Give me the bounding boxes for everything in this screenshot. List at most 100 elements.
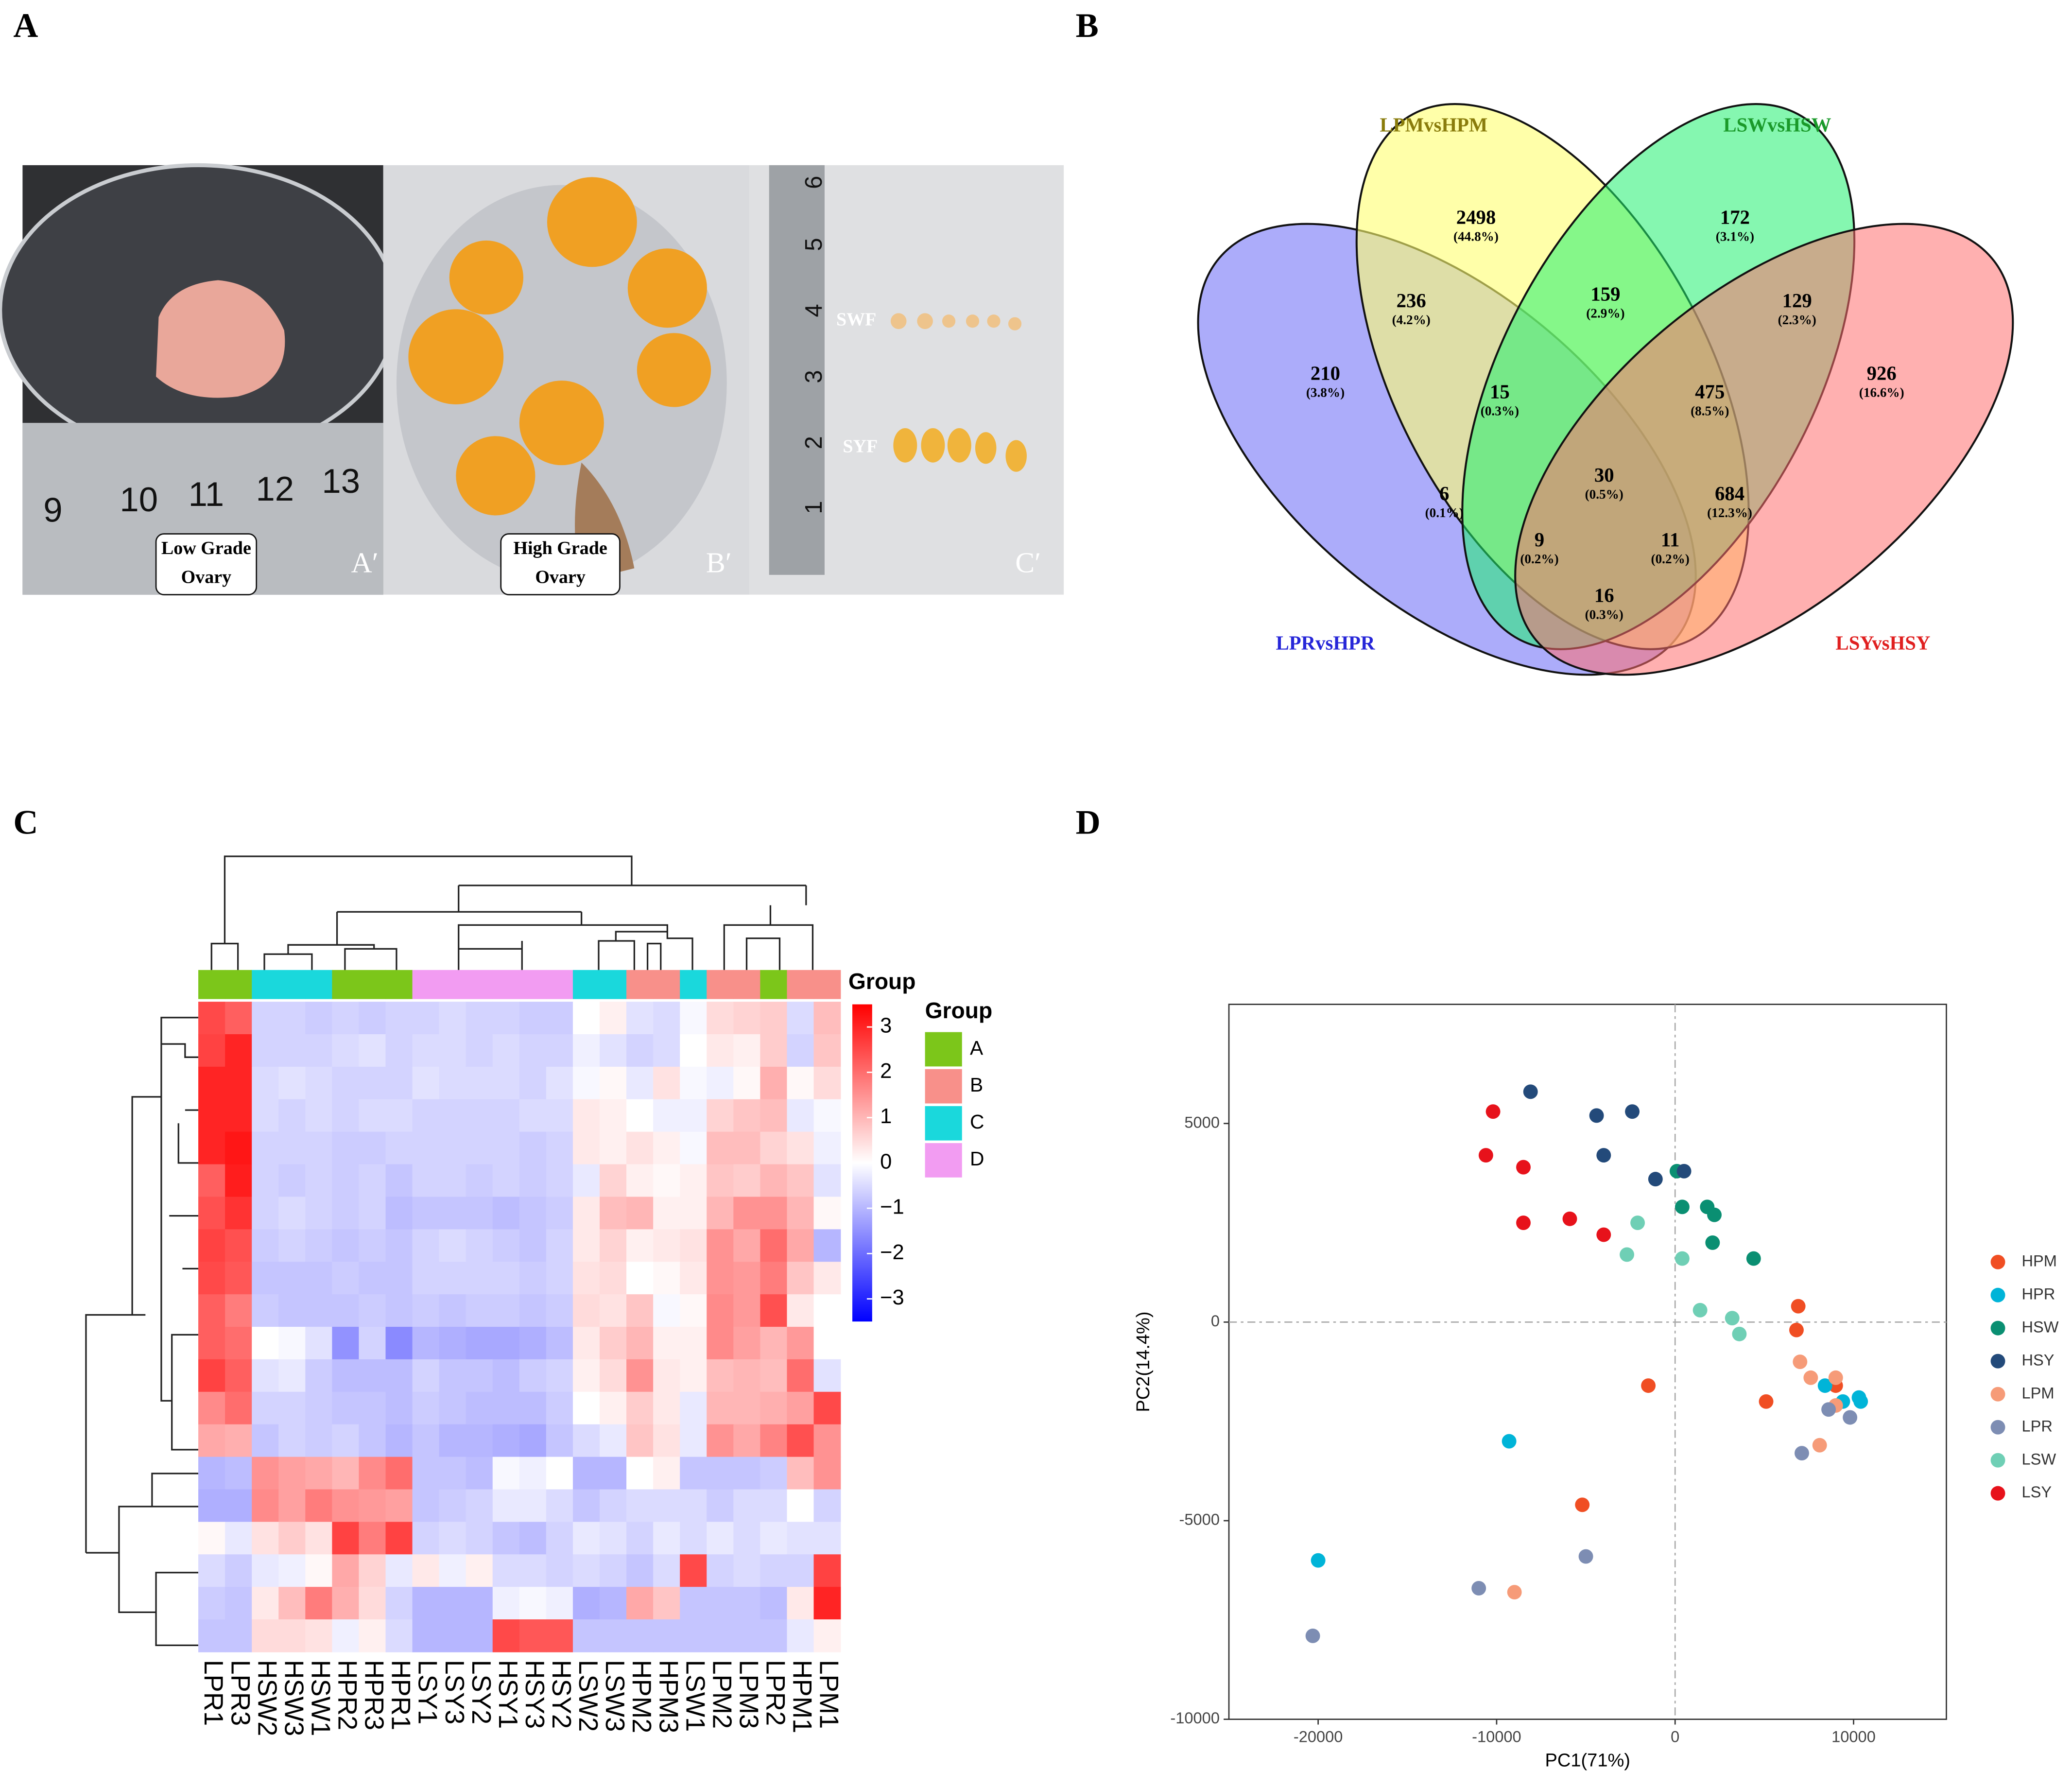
heat-cell	[787, 1229, 814, 1263]
point	[1485, 1104, 1501, 1119]
heat-cell	[412, 1522, 440, 1555]
heat-cell	[385, 1164, 413, 1198]
heat-cell	[600, 1066, 627, 1100]
heat-cell	[680, 1587, 708, 1620]
heat-cell	[813, 1554, 841, 1587]
legend-label: A	[970, 1037, 984, 1059]
heat-cell	[546, 1002, 573, 1035]
group-cell	[572, 970, 600, 999]
heat-cell	[680, 1197, 708, 1230]
heat-cell	[359, 1099, 386, 1132]
heat-cell	[332, 1066, 360, 1100]
heat-cell	[385, 1131, 413, 1165]
heat-cell	[385, 1522, 413, 1555]
heat-cell	[439, 1294, 466, 1327]
point	[1789, 1322, 1804, 1337]
photo-label: Ovary	[181, 567, 232, 588]
heat-cell	[813, 1066, 841, 1100]
heat-cell	[492, 1327, 520, 1360]
heat-cell	[492, 1066, 520, 1100]
heat-cell	[225, 1489, 253, 1523]
point	[1676, 1163, 1692, 1179]
heat-cell	[572, 1294, 600, 1327]
heat-cell	[733, 1002, 761, 1035]
ruler-number: 10	[120, 480, 158, 519]
heat-cell	[332, 1164, 360, 1198]
heat-cell	[466, 1489, 493, 1523]
point	[1478, 1148, 1493, 1163]
legend-swatch	[925, 1032, 962, 1067]
heat-cell	[492, 1164, 520, 1198]
heat-cell	[760, 1489, 788, 1523]
heat-cell	[626, 1229, 654, 1263]
heat-cell	[787, 1489, 814, 1523]
region-percent: (2.3%)	[1778, 312, 1816, 327]
heat-cell	[653, 1554, 681, 1587]
set-label: LPMvsHPM	[1380, 114, 1488, 136]
heat-cell	[626, 1554, 654, 1587]
heat-cell	[572, 1522, 600, 1555]
heat-cell	[385, 1457, 413, 1490]
point	[1746, 1251, 1761, 1266]
heat-cell	[198, 1457, 225, 1490]
heat-cell	[787, 1391, 814, 1425]
heat-cell	[385, 1099, 413, 1132]
heat-cell	[519, 1587, 547, 1620]
heat-cell	[600, 1391, 627, 1425]
heat-cell	[252, 1522, 279, 1555]
point	[1821, 1402, 1836, 1417]
panel-label: B	[1076, 7, 1099, 45]
set-label: LSYvsHSY	[1836, 632, 1931, 654]
heat-cell	[278, 1131, 306, 1165]
legend-marker	[1990, 1420, 2005, 1435]
column-label: HPR3	[360, 1660, 389, 1730]
heat-cell	[198, 1619, 225, 1652]
heat-cell	[225, 1554, 253, 1587]
heat-cell	[680, 1424, 708, 1458]
region-count: 11	[1661, 529, 1680, 551]
heat-cell	[680, 1457, 708, 1490]
heat-cell	[733, 1294, 761, 1327]
heat-cell	[412, 1164, 440, 1198]
heat-cell	[492, 1099, 520, 1132]
heat-cell	[305, 1034, 333, 1067]
heat-cell	[466, 1391, 493, 1425]
heat-cell	[305, 1197, 333, 1230]
heat-cell	[225, 1587, 253, 1620]
heat-cell	[813, 1327, 841, 1360]
x-tick-label: -20000	[1294, 1727, 1343, 1745]
heat-cell	[707, 1099, 734, 1132]
heat-cell	[252, 1294, 279, 1327]
point	[1502, 1434, 1517, 1449]
heat-cell	[359, 1229, 386, 1263]
heat-cell	[332, 1262, 360, 1295]
heat-cell	[332, 1619, 360, 1652]
heat-cell	[600, 1294, 627, 1327]
heat-cell	[225, 1424, 253, 1458]
heat-cell	[466, 1197, 493, 1230]
region-percent: (0.2%)	[1651, 552, 1690, 566]
point	[1692, 1302, 1708, 1318]
heat-cell	[653, 1066, 681, 1100]
heat-cell	[305, 1164, 333, 1198]
region-count: 159	[1590, 283, 1620, 305]
heat-cell	[466, 1034, 493, 1067]
point	[1589, 1108, 1604, 1123]
heat-cell	[225, 1002, 253, 1035]
heat-cell	[359, 1457, 386, 1490]
heat-cell	[492, 1359, 520, 1392]
heat-cell	[305, 1619, 333, 1652]
heat-cell	[653, 1587, 681, 1620]
ruler-number: 2	[801, 436, 827, 449]
heat-cell	[439, 1587, 466, 1620]
column-label: HSW2	[252, 1660, 282, 1736]
heat-cell	[225, 1327, 253, 1360]
ruler-number: 3	[801, 370, 827, 383]
heat-cell	[760, 1197, 788, 1230]
heat-cell	[439, 1197, 466, 1230]
heat-cell	[572, 1002, 600, 1035]
heat-cell	[225, 1522, 253, 1555]
legend-label: D	[970, 1147, 984, 1170]
heat-cell	[707, 1229, 734, 1263]
heat-cell	[787, 1294, 814, 1327]
